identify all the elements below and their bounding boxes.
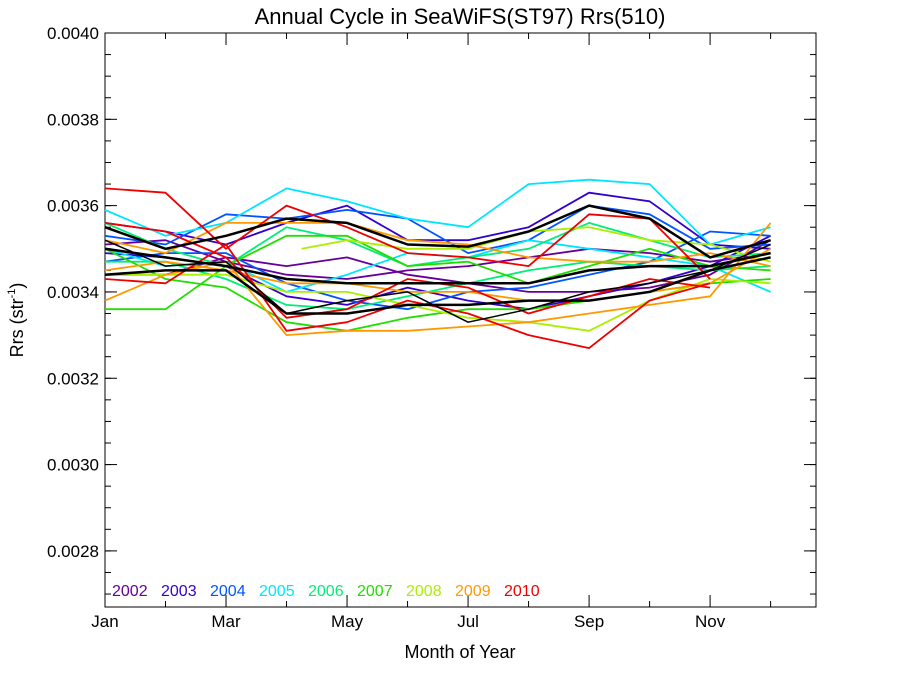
y-tick-label: 0.0032 [47,369,99,388]
series-line-16 [104,221,771,267]
legend-item-2009: 2009 [455,583,491,600]
chart-title: Annual Cycle in SeaWiFS(ST97) Rrs(510) [255,4,666,29]
series-line-23 [104,239,771,323]
y-tick-label: 0.0038 [47,110,99,129]
y-tick-label: 0.0040 [47,24,99,43]
legend-item-2003: 2003 [161,583,197,600]
series-line-1 [105,239,772,293]
y-axis-label-superscript: -1 [6,289,18,299]
legend-item-2004: 2004 [210,583,246,600]
series-line-2 [104,191,771,250]
series-lines [104,178,772,350]
series-line-18 [104,243,711,350]
x-axis-label: Month of Year [404,642,515,662]
y-tick-label: 0.0034 [47,283,99,302]
series-line-4 [104,204,771,255]
x-axis-ticks: Jan Mar May Jul Sep Nov [91,33,772,631]
legend-item-2008: 2008 [406,583,442,600]
y-axis-label-main: Rrs (str [7,298,27,357]
legend-item-2002: 2002 [112,583,148,600]
y-axis-ticks: 0.0028 0.0030 0.0032 0.0034 0.0036 0.0038 0.00… [47,24,816,595]
y-tick-label: 0.0028 [47,542,99,561]
x-tick-label: Jan [91,612,118,631]
legend-item-2007: 2007 [357,583,393,600]
legend-item-2010: 2010 [504,583,540,600]
x-tick-label: Nov [695,612,726,631]
legend-item-2006: 2006 [308,583,344,600]
series-line-0 [104,239,771,280]
series-line-6 [104,178,771,246]
x-tick-label: Sep [574,612,604,631]
x-tick-label: Jul [457,612,479,631]
y-axis-label-close: ) [7,283,27,289]
legend: 2002 2003 2004 2005 2006 2007 2008 2009 2010 [112,583,540,600]
series-line-15 [104,248,772,302]
series-line-20 [104,204,771,259]
series-line-21 [104,247,771,285]
series-line-19 [104,222,711,319]
x-tick-label: Mar [211,612,241,631]
plot-frame [104,32,817,608]
legend-item-2005: 2005 [259,583,295,600]
series-line-22 [104,256,771,315]
series-line-17 [104,187,711,280]
series-line-10 [105,234,771,311]
y-tick-label: 0.0030 [47,456,99,475]
x-tick-label: May [331,612,364,631]
y-tick-label: 0.0036 [47,197,99,216]
y-axis-label: Rrs (str-1) [6,283,27,358]
